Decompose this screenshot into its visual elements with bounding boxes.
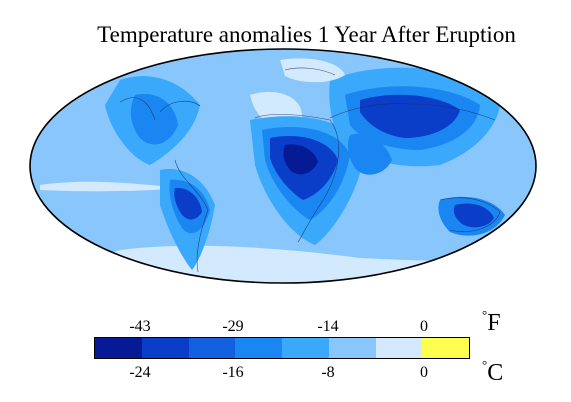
eurasia-core xyxy=(360,94,460,138)
fahrenheit-tick-1: -43 xyxy=(129,318,151,335)
fahrenheit-tick-2: -29 xyxy=(222,318,244,335)
map-outline xyxy=(29,48,537,284)
light-band-pacific xyxy=(40,181,180,192)
scale-swatch-2 xyxy=(141,338,189,358)
celsius-tick-4: 0 xyxy=(420,364,428,381)
coastlines xyxy=(119,67,501,273)
india-region xyxy=(347,133,392,175)
arctic-light xyxy=(280,58,345,83)
celsius-tick-1: -24 xyxy=(129,364,151,381)
fahrenheit-tick-3: -14 xyxy=(317,318,339,335)
celsius-tick-3: -8 xyxy=(321,364,335,381)
scale-swatch-3 xyxy=(188,338,236,358)
scale-swatch-4 xyxy=(235,338,282,358)
fahrenheit-tick-4: 0 xyxy=(420,318,428,335)
color-scale xyxy=(94,337,470,359)
australia-core xyxy=(453,203,494,228)
scale-swatch-6 xyxy=(328,338,376,358)
scale-swatch-7 xyxy=(375,338,423,358)
fahrenheit-unit: °F xyxy=(482,307,501,336)
sahara-max xyxy=(283,144,318,175)
scale-swatch-8 xyxy=(422,338,469,358)
south-america-core xyxy=(174,187,202,220)
scale-swatch-1 xyxy=(95,338,142,358)
scale-swatch-5 xyxy=(282,338,329,358)
map-title: Temperature anomalies 1 Year After Erupt… xyxy=(97,22,516,47)
celsius-unit: °C xyxy=(482,357,504,386)
celsius-tick-2: -16 xyxy=(222,364,244,381)
